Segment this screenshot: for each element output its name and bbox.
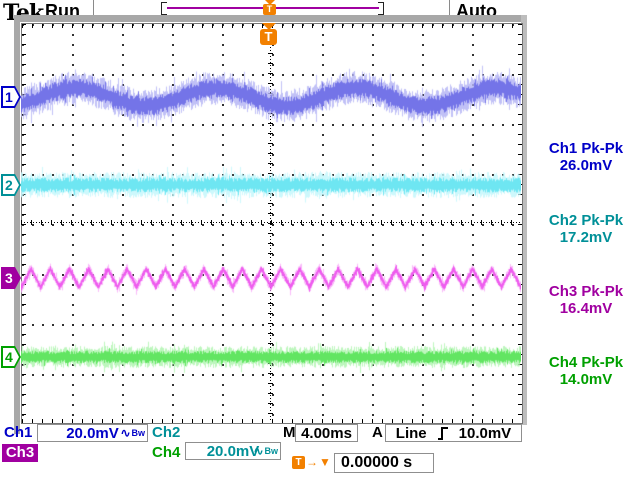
bezel-left xyxy=(14,15,20,434)
timebase-readout: 4.00ms xyxy=(295,424,358,442)
channel-4-marker: 4 xyxy=(1,346,21,368)
trigger-t-icon: T xyxy=(263,4,276,15)
trigger-time-indicator: T → ▼ xyxy=(292,455,332,470)
channel-2-marker: 2 xyxy=(1,174,21,196)
ch3-pkpk-measurement: Ch3 Pk-Pk 16.4mV xyxy=(534,283,638,317)
record-view-left-bracket xyxy=(161,2,167,15)
trigger-position-t-icon: T xyxy=(260,29,277,45)
bezel-right xyxy=(521,15,527,425)
channel-1-marker: 1 xyxy=(1,86,21,108)
waveform-display xyxy=(21,23,521,422)
trigger-source-label: A xyxy=(372,424,383,441)
ac-coupling-icon: ∿ xyxy=(253,444,264,458)
bandwidth-limit-icon: Bw xyxy=(264,446,279,456)
rising-edge-icon xyxy=(437,426,448,440)
trigger-time-value: 0.00000 s xyxy=(341,454,413,471)
trigger-arrow-icon xyxy=(265,0,275,5)
measurement-label: Ch2 Pk-Pk xyxy=(548,212,624,229)
ch1-scale-value: 20.0mV xyxy=(66,424,119,442)
measurement-value: 17.2mV xyxy=(559,229,613,246)
main-timebase-label: M xyxy=(283,424,296,441)
ac-coupling-icon: ∿ xyxy=(120,426,131,440)
trigger-time-readout: 0.00000 s xyxy=(334,453,434,473)
ch2-scale-readout: 20.0mV ∿ Bw xyxy=(185,442,281,460)
bandwidth-limit-icon: Bw xyxy=(131,428,146,438)
measurement-value: 26.0mV xyxy=(559,157,613,174)
arrow-down-icon: ▼ xyxy=(319,455,331,469)
ch1-scale-readout: 20.0mV ∿ Bw xyxy=(37,424,148,442)
channel-3-marker: 3 xyxy=(1,267,21,289)
ch1-readout-label: Ch1 xyxy=(4,424,33,441)
timebase-value: 4.00ms xyxy=(301,424,352,442)
trigger-position-arrow-icon xyxy=(262,23,276,30)
bezel-top xyxy=(18,15,526,22)
trigger-t-icon: T xyxy=(292,456,305,469)
record-view-right-bracket xyxy=(378,2,384,15)
ch4-readout-label: Ch4 xyxy=(152,444,181,461)
trigger-position-marker: T xyxy=(258,23,280,47)
ch2-scale-value: 20.0mV xyxy=(206,442,260,460)
measurement-label: Ch3 Pk-Pk xyxy=(548,283,624,300)
measurement-value: 16.4mV xyxy=(559,300,613,317)
trigger-level-value: 10.0mV xyxy=(458,424,512,442)
ch3-readout-label: Ch3 xyxy=(2,444,38,462)
record-view-trigger-flag: T xyxy=(263,0,277,15)
trigger-source-value: Line xyxy=(395,424,427,442)
ch4-pkpk-measurement: Ch4 Pk-Pk 14.0mV xyxy=(534,354,638,388)
arrow-right-icon: → xyxy=(306,455,318,469)
ch2-readout-label: Ch2 xyxy=(152,424,181,441)
ch1-pkpk-measurement: Ch1 Pk-Pk 26.0mV xyxy=(534,140,638,174)
measurement-value: 14.0mV xyxy=(559,371,613,388)
measurement-label: Ch4 Pk-Pk xyxy=(548,354,624,371)
topbar-divider xyxy=(449,0,450,20)
topbar-divider xyxy=(93,0,94,20)
ch2-pkpk-measurement: Ch2 Pk-Pk 17.2mV xyxy=(534,212,638,246)
trigger-readout: Line 10.0mV xyxy=(385,424,522,442)
measurement-label: Ch1 Pk-Pk xyxy=(548,140,624,157)
